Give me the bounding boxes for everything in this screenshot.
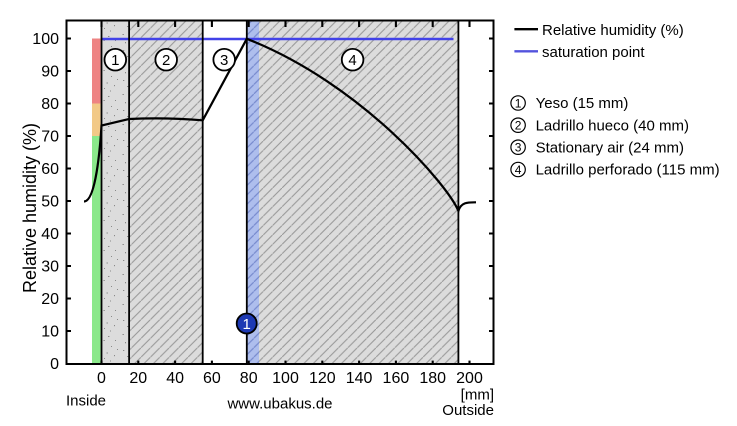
svg-text:Ladrillo perforado (115 mm): Ladrillo perforado (115 mm) <box>536 162 720 179</box>
svg-text:0: 0 <box>50 356 59 373</box>
svg-text:90: 90 <box>41 64 59 81</box>
svg-text:100: 100 <box>272 370 299 387</box>
svg-text:www.ubakus.de: www.ubakus.de <box>226 396 332 413</box>
svg-text:180: 180 <box>419 370 446 387</box>
svg-text:3: 3 <box>515 141 522 155</box>
svg-text:20: 20 <box>129 370 147 387</box>
svg-text:10: 10 <box>41 324 59 341</box>
svg-text:Relative humidity (%): Relative humidity (%) <box>20 123 40 293</box>
svg-text:2: 2 <box>515 119 522 133</box>
svg-text:[mm]: [mm] <box>461 387 494 404</box>
svg-text:60: 60 <box>203 370 221 387</box>
svg-text:Relative humidity (%): Relative humidity (%) <box>542 22 684 39</box>
svg-text:200: 200 <box>456 370 483 387</box>
svg-text:3: 3 <box>220 52 228 69</box>
svg-text:Outside: Outside <box>442 402 494 419</box>
svg-text:1: 1 <box>515 97 522 111</box>
svg-text:40: 40 <box>41 226 59 243</box>
svg-text:4: 4 <box>515 163 522 177</box>
svg-text:80: 80 <box>41 96 59 113</box>
svg-text:Ladrillo hueco (40 mm): Ladrillo hueco (40 mm) <box>536 117 689 134</box>
svg-text:20: 20 <box>41 291 59 308</box>
svg-text:70: 70 <box>41 129 59 146</box>
svg-text:50: 50 <box>41 194 59 211</box>
svg-text:2: 2 <box>162 52 170 69</box>
svg-text:40: 40 <box>166 370 184 387</box>
svg-text:140: 140 <box>346 370 373 387</box>
svg-text:4: 4 <box>348 52 356 69</box>
svg-text:80: 80 <box>240 370 258 387</box>
svg-text:1: 1 <box>111 52 119 69</box>
svg-text:saturation point: saturation point <box>542 44 645 61</box>
svg-text:100: 100 <box>32 31 59 48</box>
svg-text:Inside: Inside <box>66 393 106 410</box>
svg-text:Yeso (15 mm): Yeso (15 mm) <box>536 95 629 112</box>
svg-text:120: 120 <box>309 370 336 387</box>
svg-text:30: 30 <box>41 259 59 276</box>
svg-text:0: 0 <box>97 370 106 387</box>
svg-text:1: 1 <box>243 316 251 333</box>
svg-text:Stationary air (24 mm): Stationary air (24 mm) <box>536 139 684 156</box>
svg-text:60: 60 <box>41 161 59 178</box>
svg-text:160: 160 <box>383 370 410 387</box>
